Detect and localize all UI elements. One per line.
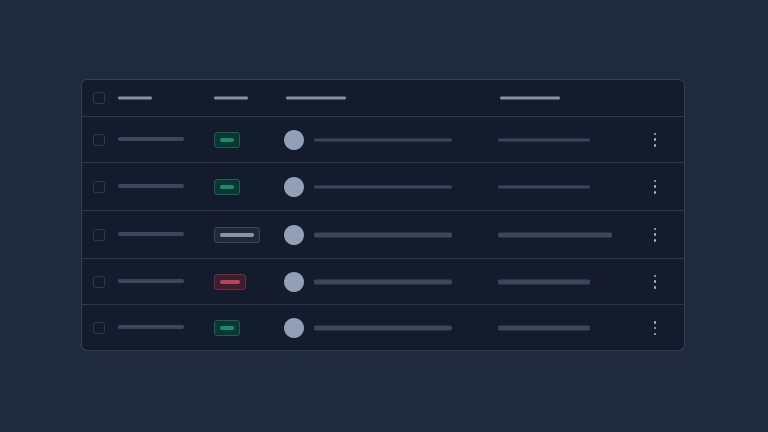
status-badge-success xyxy=(214,178,240,195)
skeleton-text-col4 xyxy=(498,325,590,331)
skeleton-text-user xyxy=(314,279,452,284)
status-badge-danger xyxy=(214,273,246,290)
kebab-vertical-icon[interactable] xyxy=(653,179,657,194)
table-row[interactable] xyxy=(82,304,684,350)
skeleton-text-col1 xyxy=(118,231,184,236)
status-badge-success xyxy=(214,320,240,336)
avatar xyxy=(284,318,304,338)
avatar xyxy=(284,224,304,245)
skeleton-text-user xyxy=(314,232,452,237)
header-skeleton-status xyxy=(214,96,248,100)
row-checkbox[interactable] xyxy=(93,322,105,334)
row-checkbox[interactable] xyxy=(93,133,105,146)
status-badge-success xyxy=(214,131,240,148)
avatar xyxy=(284,271,304,292)
skeleton-text-col4 xyxy=(498,185,590,188)
kebab-vertical-icon[interactable] xyxy=(653,321,657,335)
skeleton-text-col4 xyxy=(498,279,590,284)
avatar xyxy=(284,176,304,197)
select-all-checkbox[interactable] xyxy=(93,92,105,104)
table-row[interactable] xyxy=(82,210,684,258)
header-skeleton-col1 xyxy=(118,96,152,100)
avatar xyxy=(284,129,304,150)
skeleton-text-col4 xyxy=(498,232,612,237)
skeleton-text-col1 xyxy=(118,183,184,188)
table-row[interactable] xyxy=(82,162,684,210)
row-checkbox[interactable] xyxy=(93,180,105,193)
header-skeleton-col4 xyxy=(500,96,560,100)
header-skeleton-user xyxy=(286,96,346,100)
table-row[interactable] xyxy=(82,258,684,304)
kebab-vertical-icon[interactable] xyxy=(653,227,657,242)
row-checkbox[interactable] xyxy=(93,275,105,288)
table-header xyxy=(82,80,684,116)
status-badge-neutral xyxy=(214,226,260,243)
skeleton-text-user xyxy=(314,138,452,141)
skeleton-text-col1 xyxy=(118,136,184,141)
table-row[interactable] xyxy=(82,116,684,162)
skeleton-text-user xyxy=(314,325,452,331)
kebab-vertical-icon[interactable] xyxy=(653,132,657,147)
kebab-vertical-icon[interactable] xyxy=(653,274,657,289)
skeleton-text-user xyxy=(314,185,452,188)
skeleton-text-col1 xyxy=(118,278,184,283)
skeleton-text-col4 xyxy=(498,138,590,141)
skeleton-text-col1 xyxy=(118,325,184,329)
row-checkbox[interactable] xyxy=(93,228,105,241)
data-table xyxy=(81,79,685,351)
